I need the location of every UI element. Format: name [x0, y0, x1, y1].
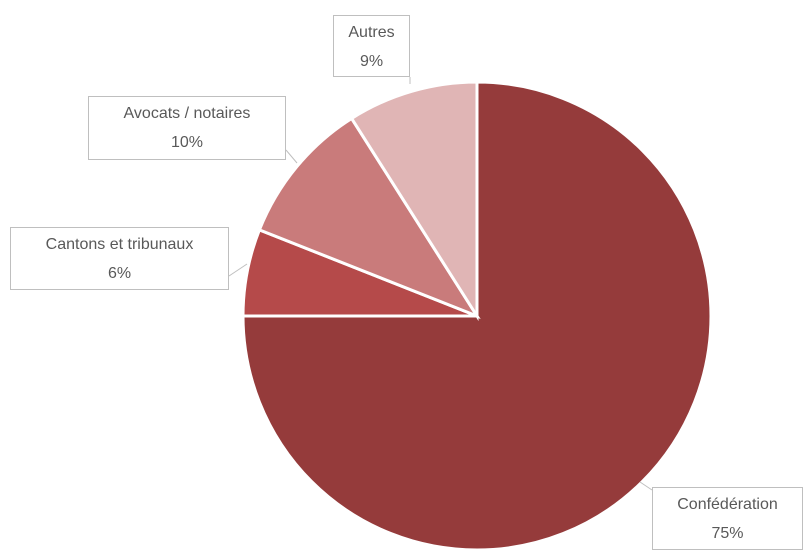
leader-line [228, 263, 248, 277]
leader-line [285, 149, 298, 164]
label-box [88, 96, 286, 160]
pie-slice [257, 116, 481, 320]
value-label: 10% [171, 134, 203, 151]
category-label: Confédération [677, 496, 778, 513]
value-label: 9% [360, 53, 383, 70]
category-label: Autres [348, 24, 394, 41]
pie-slice [349, 80, 479, 322]
value-label: 6% [108, 265, 131, 282]
label-box [10, 227, 229, 290]
value-label: 75% [711, 525, 743, 542]
leader-line [639, 481, 653, 491]
label-box [333, 15, 410, 77]
category-label: Cantons et tribunaux [46, 236, 194, 253]
category-label: Avocats / notaires [124, 105, 251, 122]
